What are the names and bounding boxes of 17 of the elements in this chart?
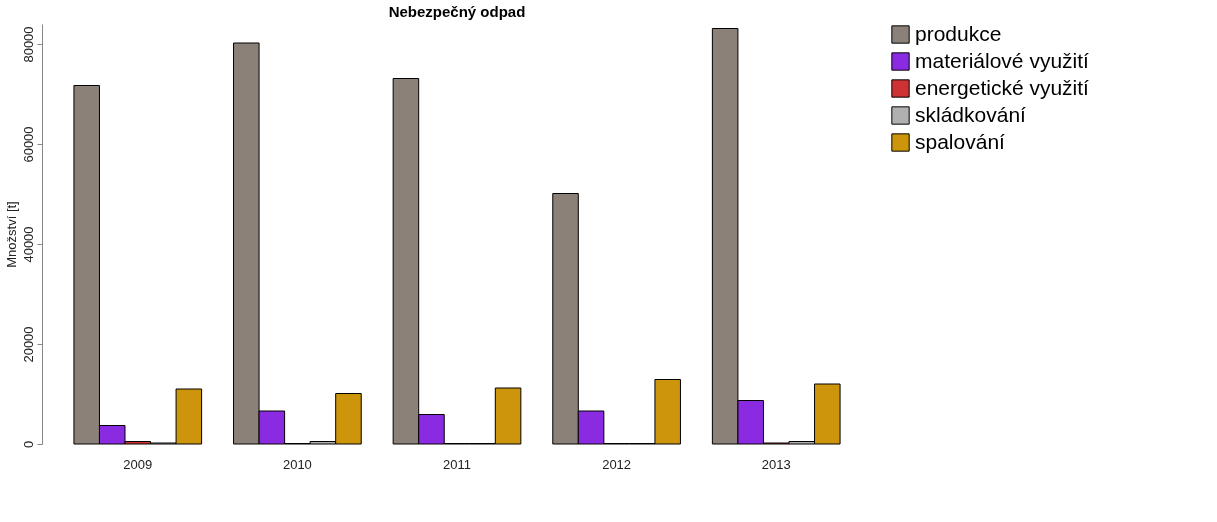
y-tick-label: 0 (20, 440, 36, 449)
chart-title: Nebezpečný odpad (388, 3, 526, 20)
y-axis-title: Množství [t] (3, 201, 19, 268)
legend-label: skládkování (915, 102, 1027, 126)
x-tick-label: 2012 (602, 456, 632, 472)
legend-label: materiálové využití (915, 48, 1090, 72)
legend-label: energetické využití (915, 75, 1090, 99)
y-tick-label: 20000 (20, 326, 36, 363)
y-tick-label: 80000 (20, 26, 36, 63)
x-tick-label: 2013 (761, 456, 791, 472)
y-tick-label: 40000 (20, 226, 36, 263)
x-tick-label: 2010 (282, 456, 312, 472)
x-tick-label: 2009 (123, 456, 153, 472)
y-tick-label: 60000 (20, 126, 36, 163)
legend-label: spalování (915, 129, 1006, 153)
x-tick-label: 2011 (443, 456, 471, 472)
legend-label: produkce (915, 21, 1002, 45)
